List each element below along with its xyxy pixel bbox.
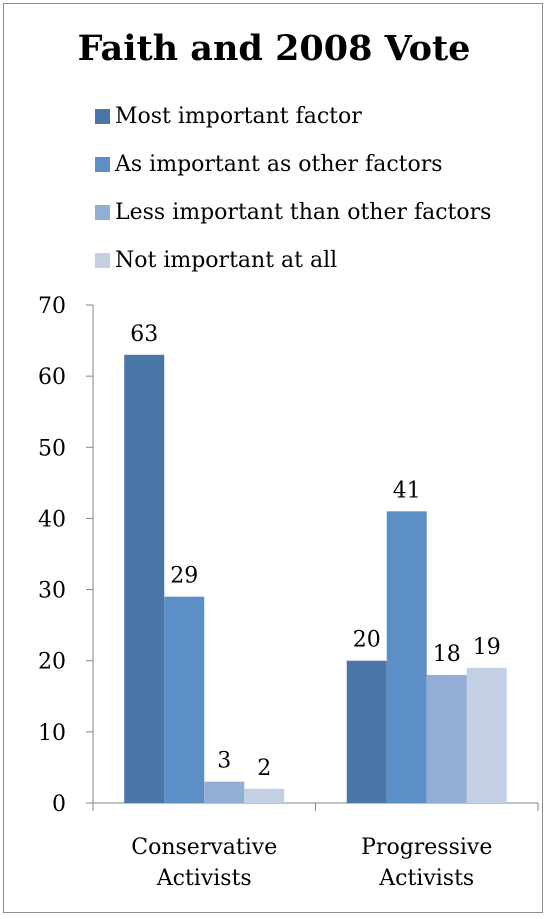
category-label: Activists — [156, 866, 252, 891]
data-label: 41 — [393, 478, 421, 503]
legend-swatch — [95, 108, 110, 124]
legend-label: Most important factor — [115, 103, 362, 129]
data-label: 18 — [433, 642, 461, 667]
bar — [164, 596, 205, 803]
legend-item-less-important: Less important than other factors — [95, 188, 491, 236]
y-tick-label: 70 — [38, 294, 66, 319]
data-label: 29 — [170, 564, 198, 589]
bar — [244, 788, 285, 803]
y-tick-label: 50 — [38, 436, 66, 461]
legend-label: As important as other factors — [115, 151, 443, 177]
y-tick-label: 60 — [38, 365, 66, 390]
legend-item-most-important: Most important factor — [95, 92, 491, 140]
bar — [204, 781, 245, 803]
category-label: Conservative — [131, 835, 277, 860]
category-label: Progressive — [361, 835, 492, 860]
bar — [386, 511, 427, 803]
y-tick-label: 40 — [38, 507, 66, 532]
bar — [346, 660, 387, 803]
data-label: 20 — [353, 628, 381, 653]
data-label: 2 — [257, 756, 271, 781]
chart-title: Faith and 2008 Vote — [77, 28, 471, 69]
legend-item-not-important: Not important at all — [95, 236, 491, 284]
data-label: 3 — [217, 749, 231, 774]
bar — [124, 354, 165, 803]
data-label: 63 — [130, 322, 158, 347]
legend-item-as-important: As important as other factors — [95, 140, 491, 188]
legend-swatch — [95, 252, 110, 268]
legend-swatch — [95, 156, 110, 172]
legend-label: Less important than other factors — [115, 199, 492, 225]
bar — [466, 667, 507, 803]
legend-label: Not important at all — [115, 247, 338, 273]
y-tick-label: 20 — [38, 650, 66, 675]
y-tick-label: 0 — [52, 792, 66, 817]
y-tick-label: 30 — [38, 579, 66, 604]
legend-swatch — [95, 204, 110, 220]
bar — [426, 674, 467, 803]
category-label: Activists — [378, 866, 474, 891]
chart-legend: Most important factor As important as ot… — [95, 92, 491, 284]
y-tick-label: 10 — [38, 721, 66, 746]
data-label: 19 — [473, 635, 501, 660]
